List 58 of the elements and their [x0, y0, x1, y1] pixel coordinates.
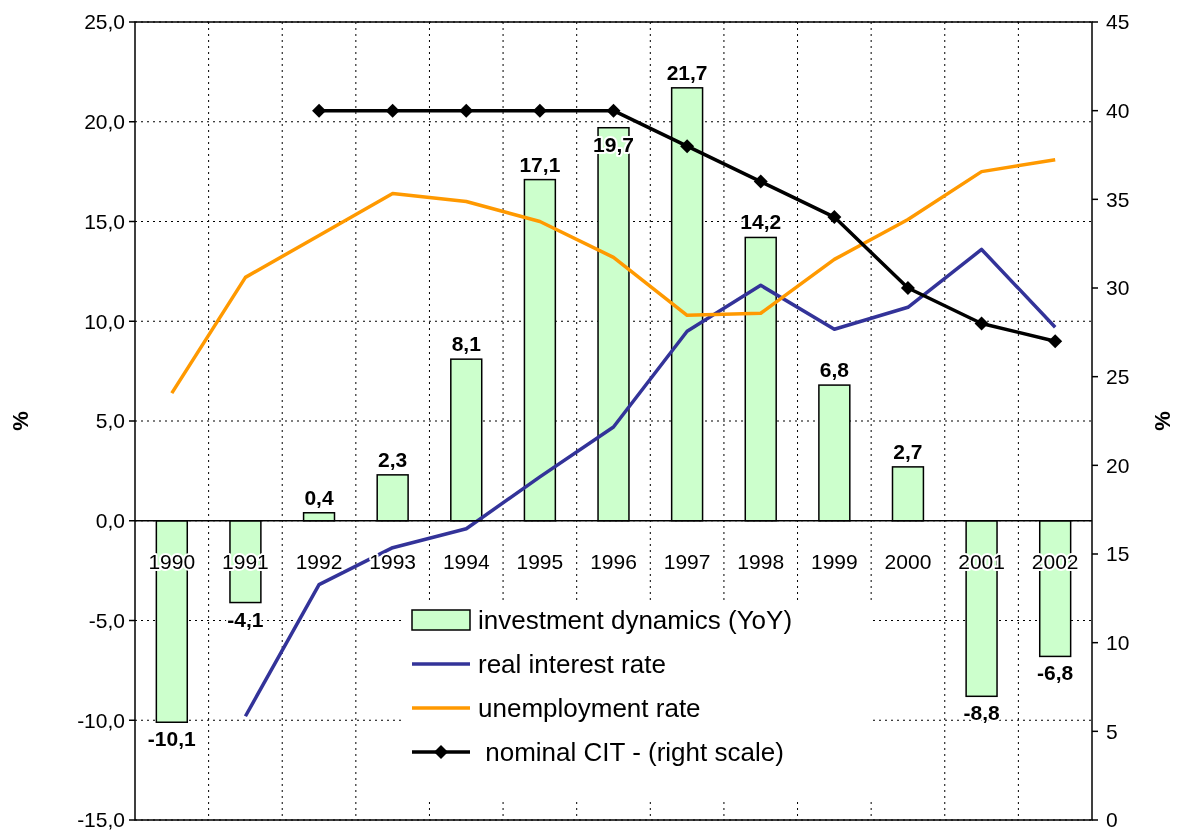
- data-label: 6,8: [819, 358, 850, 382]
- y2-tick-label: 35: [1106, 187, 1130, 211]
- x-tick-label: 1993: [369, 549, 417, 573]
- data-label: 2,7: [893, 439, 923, 463]
- y-axis-title: %: [8, 411, 33, 431]
- point: [753, 174, 768, 189]
- x-tick-label: 1994: [442, 549, 490, 573]
- x-tick-label: 1992: [295, 549, 343, 573]
- y-tick-label: -10,0: [77, 708, 125, 732]
- point: [680, 139, 695, 154]
- y2-tick-label: 0: [1106, 808, 1118, 832]
- data-label: 8,1: [451, 332, 482, 356]
- y2-tick-label: 25: [1106, 365, 1130, 389]
- data-label: 21,7: [666, 60, 708, 84]
- data-label: -8,8: [963, 701, 1000, 725]
- y-tick-label: 20,0: [84, 110, 125, 134]
- y2-tick-label: 15: [1106, 542, 1130, 566]
- legend-label: nominal CIT - (right scale): [478, 737, 784, 768]
- point: [532, 103, 547, 118]
- x-tick-label: 1997: [663, 549, 711, 573]
- x-tick-label: 2000: [884, 549, 932, 573]
- y2-tick-label: 10: [1106, 631, 1130, 655]
- point: [1048, 334, 1063, 349]
- y2-tick-label: 40: [1106, 99, 1130, 123]
- x-tick-label: 1996: [590, 549, 637, 573]
- legend-label: real interest rate: [478, 649, 666, 680]
- y2-tick-label: 5: [1106, 719, 1118, 743]
- x-tick-label: 1998: [737, 549, 785, 573]
- data-label: 14,2: [740, 210, 782, 234]
- data-label: -4,1: [227, 607, 264, 631]
- y2-tick-label: 20: [1106, 453, 1130, 477]
- data-label: -10,1: [147, 727, 197, 751]
- x-tick-label: 1999: [810, 549, 858, 573]
- data-label: -6,8: [1037, 661, 1074, 685]
- point: [385, 103, 400, 118]
- x-tick-label: 1995: [516, 549, 564, 573]
- data-label: 2,3: [378, 447, 408, 471]
- y2-axis-title: %: [1150, 411, 1175, 431]
- y2-tick-label: 45: [1106, 10, 1130, 34]
- y-tick-label: 5,0: [95, 409, 125, 433]
- y2-tick-label: 30: [1106, 276, 1130, 300]
- legend-label: investment dynamics (YoY): [478, 605, 793, 636]
- point: [606, 103, 621, 118]
- point: [312, 103, 327, 118]
- data-label: 17,1: [519, 152, 561, 176]
- y-tick-label: -5,0: [88, 608, 125, 632]
- legend-label: unemployment rate: [478, 693, 701, 724]
- line-series: [170, 157, 1057, 395]
- point: [974, 316, 989, 331]
- point: [459, 103, 474, 118]
- data-label: 0,4: [304, 485, 334, 509]
- point: [900, 281, 915, 295]
- y-tick-label: 10,0: [84, 309, 125, 333]
- point: [827, 210, 842, 225]
- y-tick-label: -15,0: [77, 808, 125, 832]
- y-tick-label: 25,0: [84, 10, 125, 34]
- y-tick-label: 0,0: [95, 509, 125, 533]
- y-tick-label: 15,0: [84, 209, 125, 233]
